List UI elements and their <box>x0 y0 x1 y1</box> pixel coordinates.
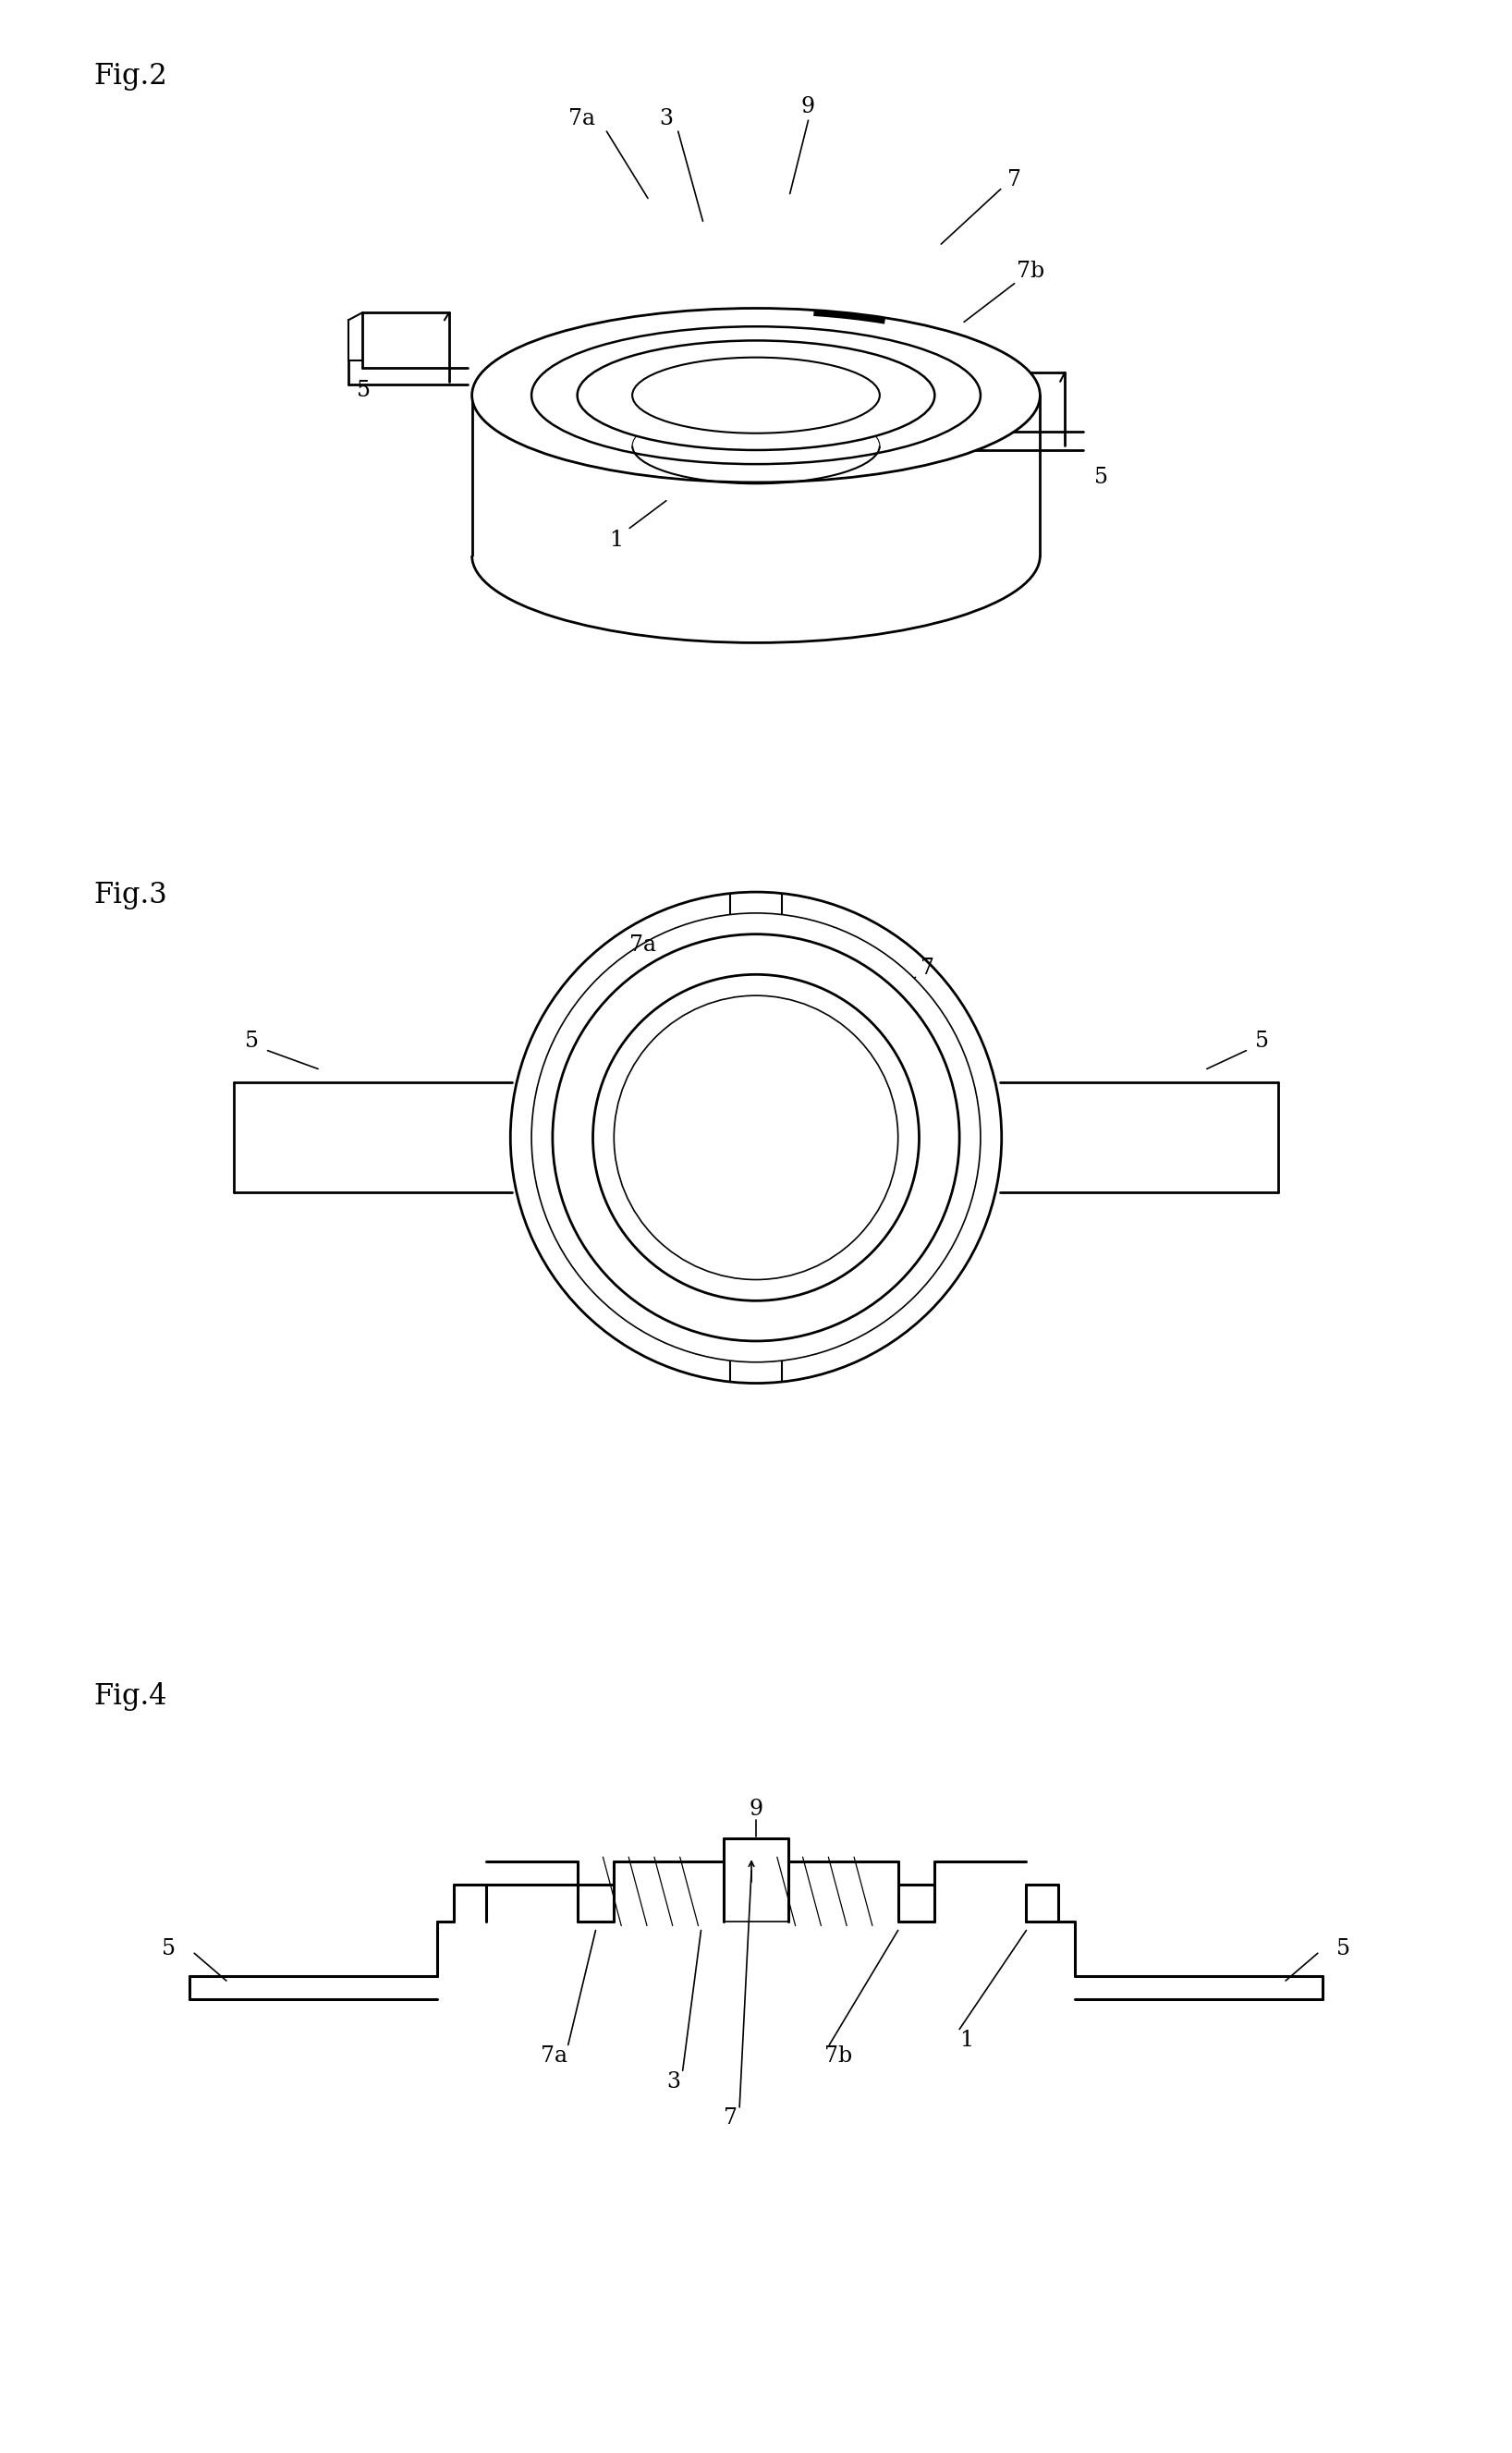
Ellipse shape <box>532 913 980 1361</box>
Text: 7: 7 <box>723 2107 738 2129</box>
Text: 7b: 7b <box>735 935 762 957</box>
Text: 1: 1 <box>609 530 623 552</box>
Text: 7a: 7a <box>569 108 596 130</box>
Ellipse shape <box>578 341 934 449</box>
Text: 5: 5 <box>245 1030 259 1052</box>
Ellipse shape <box>632 358 880 434</box>
Ellipse shape <box>511 893 1001 1383</box>
Text: 7a: 7a <box>629 935 656 957</box>
Text: 3: 3 <box>667 2070 680 2092</box>
Text: 7: 7 <box>921 957 934 979</box>
Text: 7b: 7b <box>1018 260 1045 282</box>
Text: 7a: 7a <box>541 2046 569 2065</box>
Ellipse shape <box>552 935 960 1342</box>
Ellipse shape <box>532 326 980 464</box>
Text: 3: 3 <box>659 108 673 130</box>
Text: 9: 9 <box>801 96 815 118</box>
Ellipse shape <box>593 974 919 1300</box>
Text: 5: 5 <box>1337 1938 1350 1960</box>
Text: 9: 9 <box>748 1798 764 1820</box>
Text: 5: 5 <box>1095 466 1108 488</box>
Text: 3: 3 <box>742 1298 756 1317</box>
Text: 5: 5 <box>1255 1030 1269 1052</box>
Text: 1: 1 <box>960 2029 974 2051</box>
Text: Fig.3: Fig.3 <box>94 881 168 910</box>
Text: 5: 5 <box>162 1938 175 1960</box>
Ellipse shape <box>472 309 1040 483</box>
Text: 5: 5 <box>357 380 370 402</box>
Text: Fig.4: Fig.4 <box>94 1683 166 1710</box>
Text: 9: 9 <box>888 1209 903 1231</box>
Text: Fig.2: Fig.2 <box>94 61 168 91</box>
Text: 7: 7 <box>1007 169 1021 191</box>
Text: 7b: 7b <box>824 2046 853 2065</box>
Ellipse shape <box>614 996 898 1280</box>
